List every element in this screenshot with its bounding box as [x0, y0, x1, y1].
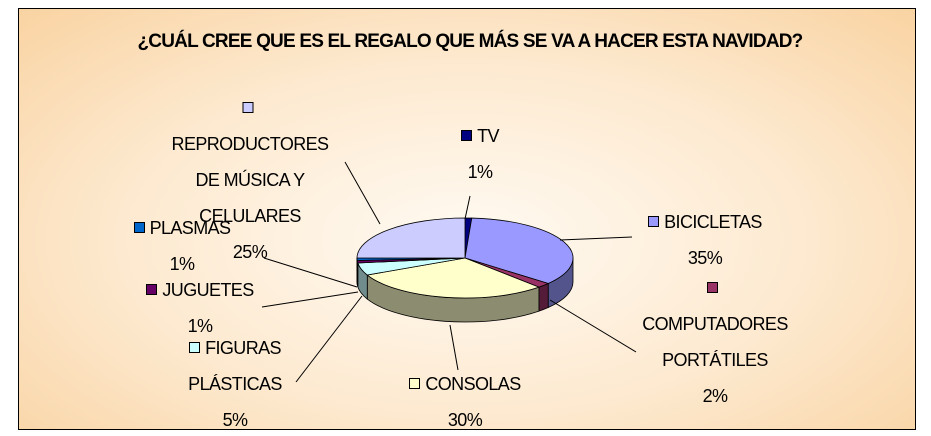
data-label: REPRODUCTORES DE MÚSICA Y CELULARES 25%: [168, 90, 333, 270]
value-label: 1%: [467, 162, 493, 182]
leader-line: [344, 161, 381, 225]
legend-key: [146, 284, 158, 295]
leader-line: [559, 236, 633, 241]
leader-line: [449, 324, 459, 371]
value-label: 2%: [702, 386, 728, 406]
legend-key: [707, 282, 718, 293]
leader-line: [295, 295, 363, 383]
legend-key: [461, 130, 473, 141]
category-label: BICICLETAS: [664, 212, 762, 232]
slice-side: [538, 282, 549, 312]
legend-key: [648, 216, 660, 227]
legend-key: [133, 222, 145, 233]
leader-line: [549, 299, 637, 353]
value-label: 25%: [232, 242, 268, 262]
data-label: BICICLETAS 35%: [605, 204, 805, 276]
data-label: COMPUTADORES PORTÁTILES 2%: [640, 270, 790, 414]
category-label: JUGUETES: [162, 280, 254, 300]
legend-key: [189, 342, 201, 353]
legend-key: [409, 378, 421, 389]
data-label: TV 1%: [440, 118, 520, 190]
leader-line: [261, 291, 359, 308]
category-label: REPRODUCTORES DE MÚSICA Y CELULARES: [171, 134, 329, 226]
data-label: CONSOLAS 30%: [365, 366, 565, 436]
data-label: FIGURAS PLÁSTICAS 5%: [160, 330, 310, 436]
chart-title: ¿CUÁL CREE QUE ES EL REGALO QUE MÁS SE V…: [137, 31, 804, 52]
leader-line: [464, 195, 471, 220]
value-label: 30%: [447, 410, 483, 430]
slice: [356, 217, 466, 259]
data-label: JUGUETES 1%: [100, 272, 300, 344]
value-label: 1%: [187, 316, 213, 336]
legend-key: [242, 102, 253, 113]
category-label: TV: [477, 126, 499, 146]
category-label: COMPUTADORES PORTÁTILES: [642, 314, 788, 370]
leader-line: [263, 257, 358, 288]
value-label: 1%: [169, 254, 195, 274]
value-label: 35%: [687, 248, 723, 268]
category-label: FIGURAS PLÁSTICAS: [188, 338, 282, 394]
slice: [366, 257, 541, 299]
data-label: PLASMAS 1%: [82, 210, 282, 282]
value-label: 5%: [222, 410, 248, 430]
category-label: PLASMAS: [149, 218, 231, 238]
category-label: CONSOLAS: [425, 374, 521, 394]
slice: [464, 217, 574, 284]
